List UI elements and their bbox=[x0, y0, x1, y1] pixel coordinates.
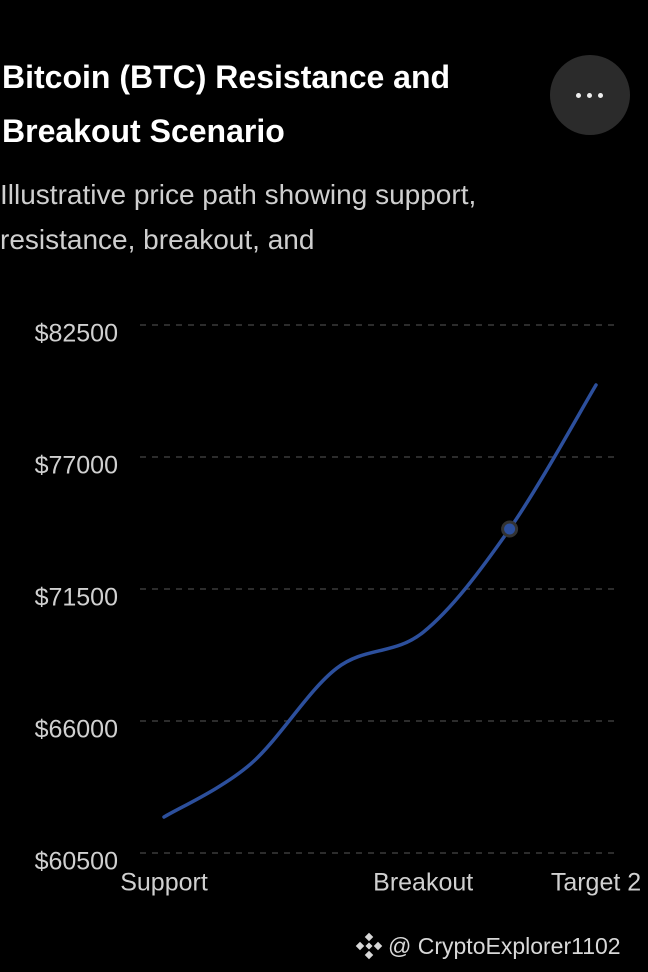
y-tick-label: $60500 bbox=[35, 848, 118, 876]
watermark-icon bbox=[355, 932, 383, 960]
chart-subtitle: Illustrative price path showing support,… bbox=[0, 179, 477, 255]
menu-dot bbox=[598, 93, 603, 98]
menu-dot bbox=[587, 93, 592, 98]
y-tick-label: $66000 bbox=[35, 716, 118, 744]
menu-dot bbox=[576, 93, 581, 98]
y-tick-label: $71500 bbox=[35, 584, 118, 612]
watermark-text: @ CryptoExplorer1102 bbox=[388, 932, 621, 959]
x-tick-label: Breakout bbox=[373, 869, 473, 897]
active-point bbox=[501, 520, 519, 538]
y-tick-label: $77000 bbox=[35, 452, 118, 480]
menu-button[interactable] bbox=[550, 55, 630, 135]
price-line bbox=[162, 383, 598, 819]
watermark: @ CryptoExplorer1102 bbox=[354, 930, 621, 962]
x-tick-label: Support bbox=[120, 869, 208, 897]
y-tick-label: $82500 bbox=[35, 320, 118, 348]
x-tick-label: Target 2 bbox=[551, 869, 641, 897]
chart-title: Bitcoin (BTC) Resistance and Breakout Sc… bbox=[2, 59, 451, 149]
